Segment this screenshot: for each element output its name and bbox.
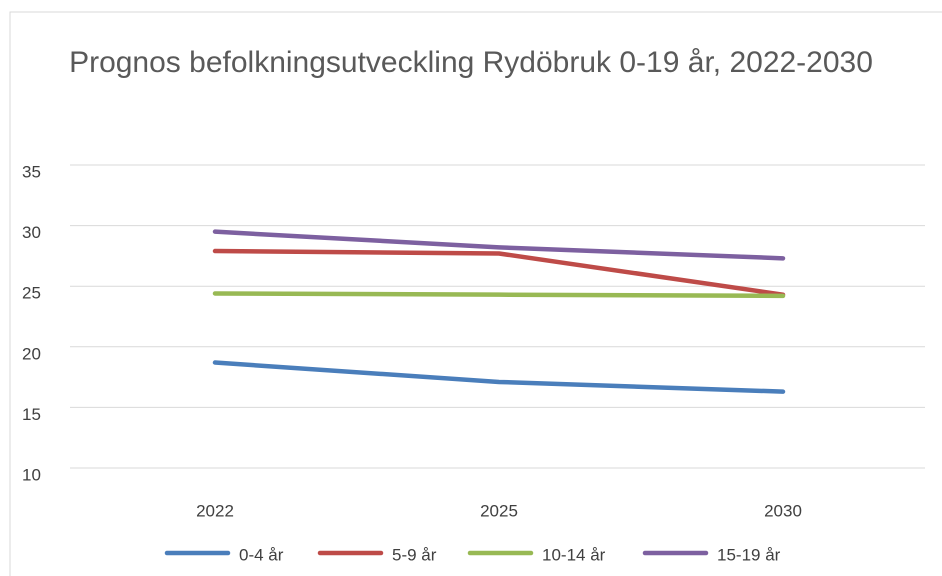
legend-label: 10-14 år [542,545,606,564]
series-line [212,360,786,394]
chart-border [9,11,942,576]
legend-label: 15-19 år [717,545,781,564]
y-tick-label: 10 [22,465,41,484]
legend-label: 0-4 år [239,545,284,564]
y-tick-label: 30 [22,223,41,242]
y-tick-label: 20 [22,344,41,363]
x-tick-label: 2025 [480,501,518,520]
series-line [212,291,786,299]
y-tick-label: 25 [22,284,41,303]
x-tick-label: 2030 [764,501,802,520]
series-line [212,248,786,297]
chart-title: Prognos befolkningsutveckling Rydöbruk 0… [69,46,873,79]
legend-label: 5-9 år [392,545,437,564]
x-tick-label: 2022 [196,501,234,520]
y-tick-label: 15 [22,405,41,424]
y-tick-label: 35 [22,162,41,181]
series-line [212,229,786,261]
